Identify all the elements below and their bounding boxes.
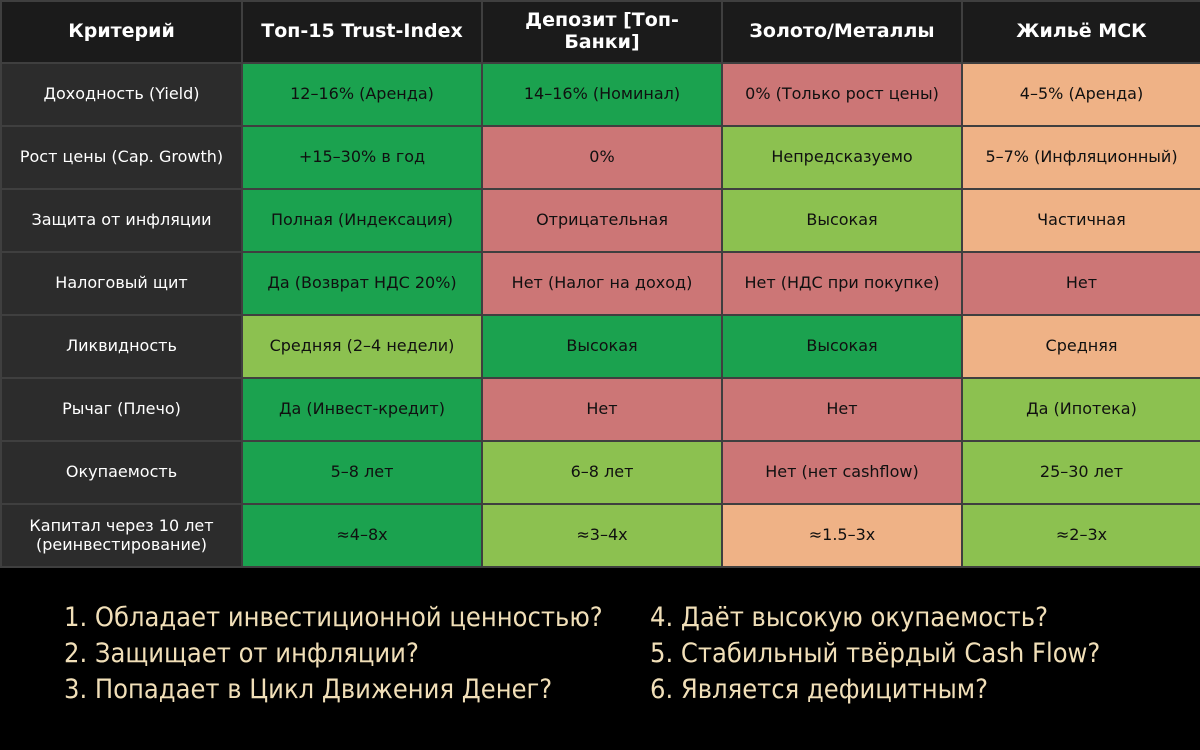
question-3: 3. Попадает в Цикл Движения Денег? [64,674,553,705]
rating-cell: Полная (Индексация) [241,188,483,253]
question-4: 4. Даёт высокую окупаемость? [650,602,1048,633]
rating-cell: 14–16% (Номинал) [481,62,723,127]
question-2: 2. Защищает от инфляции? [64,638,419,669]
rating-cell: Да (Возврат НДС 20%) [241,251,483,316]
rating-cell: ≈3–4x [481,503,723,568]
table-row: Ликвидность Средняя (2–4 недели) Высокая Вы… [0,314,1200,379]
rating-cell: Высокая [481,314,723,379]
table-row: Капитал через 10 лет (реинвестирование) ≈… [0,503,1200,568]
question-1: 1. Обладает инвестиционной ценностью? [64,602,603,633]
rating-cell: ≈2–3x [961,503,1200,568]
rating-cell: Да (Инвест-кредит) [241,377,483,442]
rating-cell: 0% (Только рост цены) [721,62,963,127]
rating-cell: Нет (НДС при покупке) [721,251,963,316]
header-housing: Жильё МСК [961,0,1200,64]
criterion-cell: Окупаемость [0,440,243,505]
rating-cell: Средняя (2–4 недели) [241,314,483,379]
criterion-cell: Ликвидность [0,314,243,379]
rating-cell: 0% [481,125,723,190]
table-row: Рост цены (Cap. Growth) +15–30% в год 0% Не… [0,125,1200,190]
rating-cell: +15–30% в год [241,125,483,190]
criterion-cell: Налоговый щит [0,251,243,316]
rating-cell: 5–7% (Инфляционный) [961,125,1200,190]
rating-cell: 4–5% (Аренда) [961,62,1200,127]
rating-cell: Непредсказуемо [721,125,963,190]
questions-block: 1. Обладает инвестиционной ценностью? 2.… [64,600,1164,710]
header-trust-index: Топ-15 Trust-Index [241,0,483,64]
criterion-cell: Защита от инфляции [0,188,243,253]
questions-left-column: 1. Обладает инвестиционной ценностью? 2.… [64,600,603,708]
header-gold: Золото/Металлы [721,0,963,64]
rating-cell: Частичная [961,188,1200,253]
rating-cell: Нет (Налог на доход) [481,251,723,316]
table-row: Окупаемость 5–8 лет 6–8 лет Нет (нет cashfl… [0,440,1200,505]
table-row: Рычаг (Плечо) Да (Инвест-кредит) Нет Нет Да … [0,377,1200,442]
rating-cell: ≈4–8x [241,503,483,568]
rating-cell: Нет (нет cashflow) [721,440,963,505]
header-row: Критерий Топ-15 Trust-Index Депозит [Топ… [0,0,1200,64]
rating-cell: 25–30 лет [961,440,1200,505]
rating-cell: ≈1.5–3x [721,503,963,568]
table-row: Защита от инфляции Полная (Индексация) Отр… [0,188,1200,253]
criterion-cell: Рост цены (Cap. Growth) [0,125,243,190]
header-criterion: Критерий [0,0,243,64]
table-body: Доходность (Yield) 12–16% (Аренда) 14–16% … [0,62,1200,568]
criterion-cell: Рычаг (Плечо) [0,377,243,442]
rating-cell: 6–8 лет [481,440,723,505]
rating-cell: Нет [961,251,1200,316]
rating-cell: 5–8 лет [241,440,483,505]
rating-cell: Отрицательная [481,188,723,253]
questions-right-column: 4. Даёт высокую окупаемость? 5. Стабильн… [650,600,1100,708]
rating-cell: Да (Ипотека) [961,377,1200,442]
rating-cell: Высокая [721,314,963,379]
table-row: Доходность (Yield) 12–16% (Аренда) 14–16% … [0,62,1200,127]
rating-cell: 12–16% (Аренда) [241,62,483,127]
table-row: Налоговый щит Да (Возврат НДС 20%) Нет (На… [0,251,1200,316]
criterion-cell: Капитал через 10 лет (реинвестирование) [0,503,243,568]
question-5: 5. Стабильный твёрдый Cash Flow? [650,638,1101,669]
criterion-cell: Доходность (Yield) [0,62,243,127]
rating-cell: Нет [481,377,723,442]
header-deposit: Депозит [Топ-Банки] [481,0,723,64]
rating-cell: Средняя [961,314,1200,379]
question-6: 6. Является дефицитным? [650,674,989,705]
rating-cell: Высокая [721,188,963,253]
comparison-table: Критерий Топ-15 Trust-Index Депозит [Топ… [0,0,1200,568]
rating-cell: Нет [721,377,963,442]
